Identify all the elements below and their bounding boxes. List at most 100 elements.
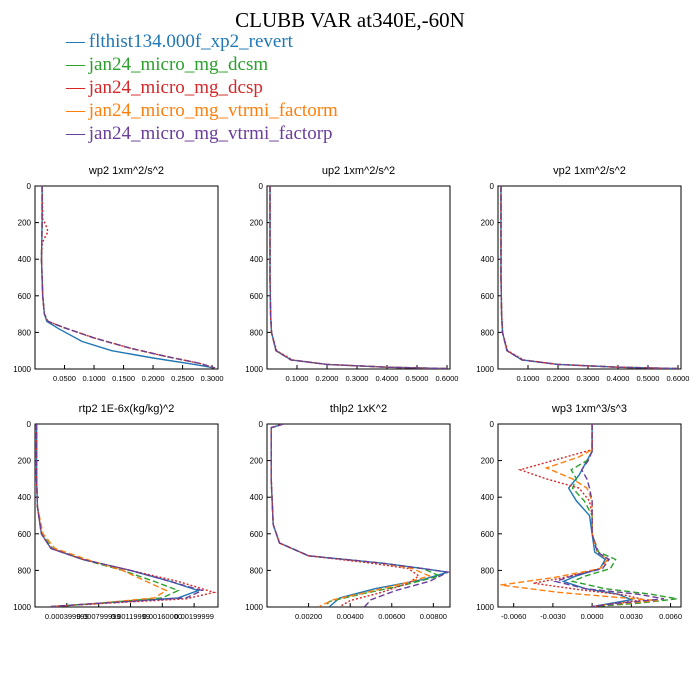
x-tick-label: -0.0030	[540, 612, 565, 621]
x-tick-label: 0.1000	[517, 374, 540, 383]
panel-title: vp2 1xm^2/s^2	[553, 165, 626, 177]
series-line-3	[35, 424, 217, 607]
panel-title: rtp2 1E-6x(kg/kg)^2	[79, 403, 175, 415]
x-tick-label: 0.5000	[406, 374, 429, 383]
series-line-1	[35, 424, 201, 607]
legend-item-5: — jan24_micro_mg_vtrmi_factorp	[66, 122, 338, 145]
x-tick-label: 0.5000	[637, 374, 660, 383]
x-tick-label: 0.6000	[436, 374, 459, 383]
series-line-3	[517, 424, 645, 607]
y-tick-label: 1000	[13, 365, 31, 374]
legend-item-3: — jan24_micro_mg_dcsp	[66, 76, 338, 99]
plot-frame	[497, 185, 682, 370]
y-tick-label: 800	[250, 328, 264, 337]
y-tick-label: 1000	[245, 365, 263, 374]
legend-label-2: jan24_micro_mg_dcsm	[88, 54, 269, 75]
series-line-5	[40, 186, 216, 369]
x-tick-label: 0.2000	[316, 374, 339, 383]
x-tick-label: 0.0500	[53, 374, 76, 383]
y-tick-label: 200	[18, 457, 32, 466]
x-tick-label: 0.3000	[577, 374, 600, 383]
legend-label-5: jan24_micro_mg_vtrmi_factorp	[88, 123, 333, 144]
y-tick-label: 400	[481, 255, 495, 264]
series-line-1	[561, 424, 634, 607]
x-tick-label: 0.4000	[607, 374, 630, 383]
x-tick-label: 0.00600	[378, 612, 405, 621]
legend-swatch-2: —	[66, 54, 85, 75]
legend-swatch-5: —	[66, 123, 85, 144]
x-tick-label: 0.0030	[620, 612, 643, 621]
x-tick-label: 0.2000	[142, 374, 165, 383]
y-tick-label: 800	[18, 328, 32, 337]
x-tick-label: 0.000399999	[45, 612, 89, 621]
y-tick-label: 400	[18, 493, 32, 502]
y-tick-label: 0	[259, 420, 264, 429]
series-line-3	[269, 186, 448, 369]
series-line-5	[552, 424, 665, 607]
y-tick-label: 0	[490, 420, 495, 429]
series-line-2	[570, 424, 678, 607]
x-tick-label: 0.00800	[420, 612, 447, 621]
panel-title: thlp2 1xK^2	[330, 403, 387, 415]
x-tick-label: 0.1500	[112, 374, 135, 383]
plot-frame	[34, 185, 219, 370]
series-line-5	[269, 186, 448, 369]
y-tick-label: 0	[27, 420, 32, 429]
series-line-4	[270, 424, 432, 607]
x-tick-label: -0.0060	[501, 612, 526, 621]
x-tick-label: 0.0060	[659, 612, 682, 621]
y-tick-label: 400	[18, 255, 32, 264]
legend-swatch-3: —	[66, 77, 85, 98]
plot-frame	[34, 423, 219, 608]
x-tick-label: 0.2500	[171, 374, 194, 383]
y-tick-label: 0	[27, 182, 32, 191]
legend-label-4: jan24_micro_mg_vtrmi_factorm	[88, 100, 338, 121]
series-line-4	[500, 424, 658, 607]
legend-label-3: jan24_micro_mg_dcsp	[88, 77, 263, 98]
y-tick-label: 1000	[13, 603, 31, 612]
series-line-5	[270, 424, 450, 607]
legend-swatch-1: —	[66, 31, 85, 52]
series-line-3	[270, 424, 421, 607]
x-tick-label: 0.00200	[295, 612, 322, 621]
x-tick-label: 0.6000	[667, 374, 690, 383]
series-line-3	[500, 186, 679, 369]
x-tick-label: 0.00400	[337, 612, 364, 621]
y-tick-label: 600	[250, 530, 264, 539]
panel-title: wp2 1xm^2/s^2	[88, 165, 164, 177]
y-tick-label: 600	[18, 292, 32, 301]
y-tick-label: 400	[250, 255, 264, 264]
y-tick-label: 0	[259, 182, 264, 191]
y-tick-label: 200	[481, 457, 495, 466]
series-line-1	[269, 186, 448, 369]
x-tick-label: 0.1000	[286, 374, 309, 383]
legend-item-4: — jan24_micro_mg_vtrmi_factorm	[66, 99, 338, 122]
legend: — flthist134.000f_xp2_revert — jan24_mic…	[66, 30, 338, 145]
series-line-1	[40, 186, 216, 369]
x-tick-label: 0.3000	[201, 374, 224, 383]
y-tick-label: 800	[250, 566, 264, 575]
series-line-4	[500, 186, 679, 369]
y-tick-label: 400	[481, 493, 495, 502]
y-tick-label: 600	[250, 292, 264, 301]
y-tick-label: 800	[481, 328, 495, 337]
panel-3: vp2 1xm^2/s^2 0 200 400 600 800 1000 0.1000 0.20…	[476, 165, 689, 383]
x-tick-label: 0.2000	[547, 374, 570, 383]
plot-frame	[497, 423, 682, 608]
y-tick-label: 1000	[476, 365, 494, 374]
y-tick-label: 200	[18, 219, 32, 228]
series-line-5	[500, 186, 679, 369]
plot-frame	[266, 185, 451, 370]
panel-title: wp3 1xm^3/s^3	[551, 403, 627, 415]
x-tick-label: 0.00160000	[142, 612, 182, 621]
series-line-4	[40, 186, 216, 369]
y-tick-label: 200	[250, 457, 264, 466]
x-tick-label: 0.4000	[376, 374, 399, 383]
panel-title: up2 1xm^2/s^2	[322, 165, 395, 177]
y-tick-label: 200	[481, 219, 495, 228]
legend-swatch-4: —	[66, 100, 85, 121]
series-line-4	[269, 186, 448, 369]
plot-frame	[266, 423, 451, 608]
series-line-2	[500, 186, 679, 369]
